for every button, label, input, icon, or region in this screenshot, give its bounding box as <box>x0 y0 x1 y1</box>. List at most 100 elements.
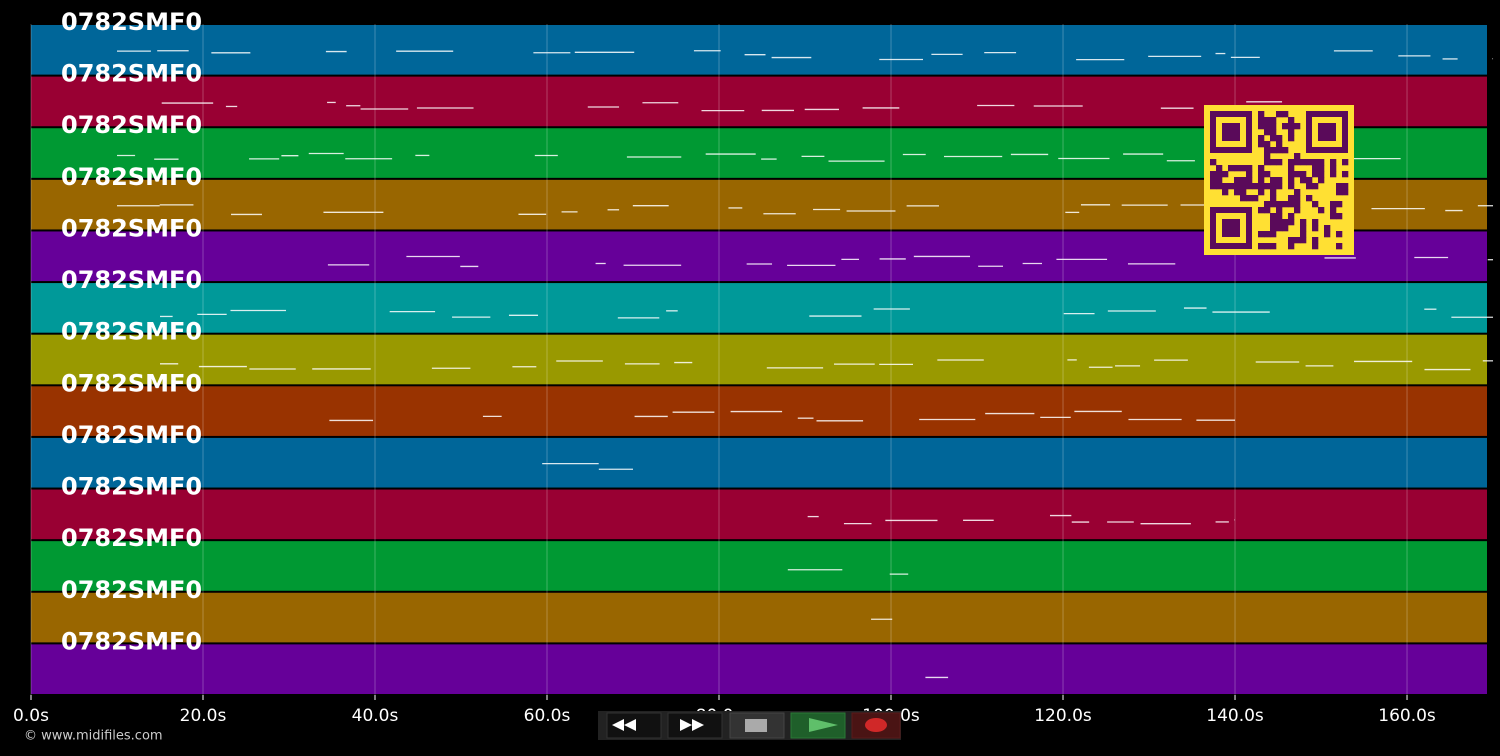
qr-cell <box>1342 183 1349 190</box>
track-label: 0782SMF0 <box>61 266 202 294</box>
track-row <box>31 283 1487 333</box>
qr-cell <box>1312 183 1319 190</box>
track-label: 0782SMF0 <box>61 627 202 655</box>
qr-cell <box>1318 207 1325 214</box>
qr-cell <box>1258 141 1265 148</box>
qr-cell <box>1210 183 1217 190</box>
qr-cell <box>1318 165 1325 172</box>
qr-cell <box>1234 189 1241 196</box>
qr-cell <box>1264 129 1271 136</box>
qr-cell <box>1336 231 1343 238</box>
qr-cell <box>1300 237 1307 244</box>
qr-cell <box>1288 165 1295 172</box>
qr-cell <box>1294 189 1301 196</box>
qr-cell <box>1294 201 1301 208</box>
qr-cell <box>1294 237 1301 244</box>
qr-cell <box>1210 177 1217 184</box>
qr-finder <box>1222 123 1240 141</box>
qr-cell <box>1294 207 1301 214</box>
record-button[interactable] <box>851 712 901 739</box>
track-label: 0782SMF0 <box>61 60 202 88</box>
qr-cell <box>1276 135 1283 142</box>
qr-cell <box>1258 177 1265 184</box>
qr-cell <box>1288 213 1295 220</box>
qr-cell <box>1270 147 1277 154</box>
qr-cell <box>1228 165 1235 172</box>
qr-cell <box>1288 219 1295 226</box>
qr-cell <box>1312 225 1319 232</box>
forward-button[interactable] <box>667 712 723 739</box>
qr-cell <box>1282 219 1289 226</box>
copyright: © www.midifiles.com <box>24 729 163 744</box>
qr-cell <box>1336 243 1343 250</box>
qr-cell <box>1264 147 1271 154</box>
qr-cell <box>1288 243 1295 250</box>
qr-cell <box>1294 123 1301 130</box>
track-labels: 0782SMF0 0782SMF0 0782SMF0 0782SMF0 0782SMF0… <box>61 8 202 655</box>
qr-cell <box>1264 207 1271 214</box>
transport-controls <box>598 711 901 740</box>
qr-cell <box>1258 243 1265 250</box>
qr-cell <box>1246 177 1253 184</box>
qr-cell <box>1210 159 1217 166</box>
qr-cell <box>1252 183 1259 190</box>
qr-cell <box>1318 159 1325 166</box>
qr-cell <box>1258 183 1265 190</box>
qr-cell <box>1288 183 1295 190</box>
stop-button[interactable] <box>729 712 785 739</box>
qr-cell <box>1288 195 1295 202</box>
qr-cell <box>1258 171 1265 178</box>
qr-cell <box>1222 189 1229 196</box>
qr-cell <box>1276 147 1283 154</box>
qr-cell <box>1270 231 1277 238</box>
play-button[interactable] <box>790 712 846 739</box>
qr-cell <box>1324 225 1331 232</box>
rewind-button[interactable] <box>606 712 662 739</box>
track-label: 0782SMF0 <box>61 111 202 139</box>
track-row <box>31 644 1487 694</box>
qr-cell <box>1324 231 1331 238</box>
qr-cell <box>1216 177 1223 184</box>
track-label: 0782SMF0 <box>61 8 202 36</box>
qr-cell <box>1264 171 1271 178</box>
qr-cell <box>1288 159 1295 166</box>
qr-cell <box>1270 195 1277 202</box>
qr-cell <box>1276 177 1283 184</box>
qr-cell <box>1282 123 1289 130</box>
qr-cell <box>1312 159 1319 166</box>
qr-cell <box>1276 207 1283 214</box>
track-label: 0782SMF0 <box>61 369 202 397</box>
qr-cell <box>1300 171 1307 178</box>
track-row <box>31 437 1487 488</box>
track-row <box>31 489 1487 540</box>
qr-cell <box>1294 159 1301 166</box>
track-row <box>31 592 1487 643</box>
qr-cell <box>1276 159 1283 166</box>
qr-cell <box>1258 135 1265 142</box>
qr-cell <box>1276 111 1283 118</box>
qr-finder <box>1318 123 1336 141</box>
qr-cell <box>1300 231 1307 238</box>
qr-cell <box>1264 183 1271 190</box>
qr-cell <box>1282 225 1289 232</box>
track-label: 0782SMF0 <box>61 576 202 604</box>
qr-cell <box>1240 189 1247 196</box>
qr-cell <box>1312 171 1319 178</box>
qr-cell <box>1258 111 1265 118</box>
qr-cell <box>1216 165 1223 172</box>
qr-cell <box>1234 177 1241 184</box>
qr-cell <box>1270 129 1277 136</box>
qr-cell <box>1264 117 1271 124</box>
qr-cell <box>1282 147 1289 154</box>
qr-cell <box>1240 165 1247 172</box>
qr-cell <box>1264 141 1271 148</box>
qr-cell <box>1240 183 1247 190</box>
qr-cell <box>1288 237 1295 244</box>
qr-cell <box>1240 195 1247 202</box>
qr-cell <box>1336 183 1343 190</box>
qr-cell <box>1276 219 1283 226</box>
qr-cell <box>1240 177 1247 184</box>
qr-cell <box>1210 171 1217 178</box>
